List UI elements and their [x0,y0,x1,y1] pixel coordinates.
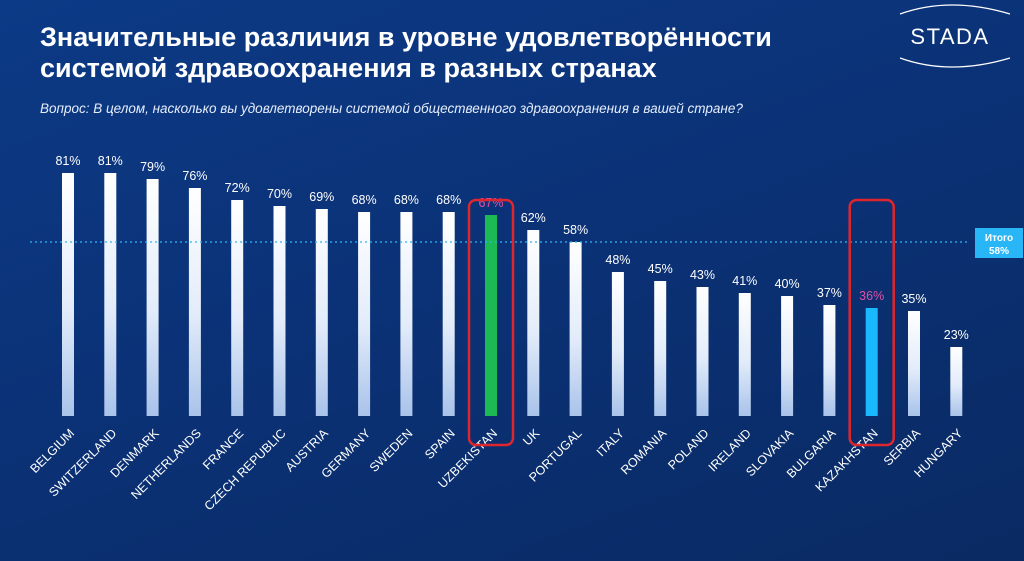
value-label: 76% [182,169,207,183]
value-label: 48% [605,253,630,267]
bar-ireland [739,293,751,416]
bar-austria [316,209,328,416]
average-value: 58% [989,246,1009,257]
value-label: 41% [732,274,757,288]
category-label: CZECH REPUBLIC [202,426,289,513]
value-label: 40% [775,277,800,291]
bar-serbia [908,311,920,416]
value-label: 79% [140,160,165,174]
value-label: 23% [944,328,969,342]
value-label: 72% [225,181,250,195]
bar-italy [612,272,624,416]
bars-layer: 81%BELGIUM81%SWITZERLAND79%DENMARK76%NET… [27,154,968,513]
value-label: 67% [478,196,503,210]
bar-denmark [147,179,159,416]
bar-romania [654,281,666,416]
category-label: ITALY [594,426,628,460]
bar-spain [443,212,455,416]
bar-poland [697,287,709,416]
bar-kazakhstan [866,308,878,416]
bar-uzbekistan [485,215,497,416]
value-label: 35% [901,292,926,306]
average-label: Итого [985,233,1013,244]
value-label: 68% [394,193,419,207]
bar-uk [527,230,539,416]
value-label: 81% [98,154,123,168]
bar-bulgaria [823,305,835,416]
category-label: SWEDEN [367,426,416,475]
bar-hungary [950,347,962,416]
category-label: ROMANIA [618,426,670,478]
bar-netherlands [189,188,201,416]
category-label: POLAND [665,426,711,472]
value-label: 45% [648,262,673,276]
value-label: 70% [267,187,292,201]
value-label: 36% [859,289,884,303]
category-label: UK [520,426,543,449]
bar-czech-republic [274,206,286,416]
bar-portugal [570,242,582,416]
value-label: 43% [690,268,715,282]
value-label: 69% [309,190,334,204]
value-label: 37% [817,286,842,300]
bar-belgium [62,173,74,416]
value-label: 81% [55,154,80,168]
value-label: 62% [521,211,546,225]
bar-chart: 81%BELGIUM81%SWITZERLAND79%DENMARK76%NET… [0,0,1024,561]
value-label: 68% [352,193,377,207]
bar-germany [358,212,370,416]
bar-switzerland [104,173,116,416]
bar-slovakia [781,296,793,416]
bar-france [231,200,243,416]
category-label: SPAIN [422,426,458,462]
value-label: 68% [436,193,461,207]
value-label: 58% [563,223,588,237]
category-label: SERBIA [881,426,924,469]
